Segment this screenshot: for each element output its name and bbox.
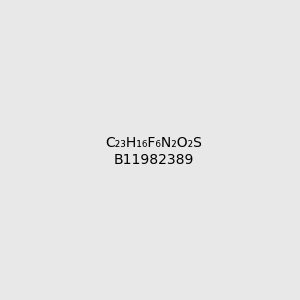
Text: C₂₃H₁₆F₆N₂O₂S
B11982389: C₂₃H₁₆F₆N₂O₂S B11982389: [105, 136, 202, 166]
